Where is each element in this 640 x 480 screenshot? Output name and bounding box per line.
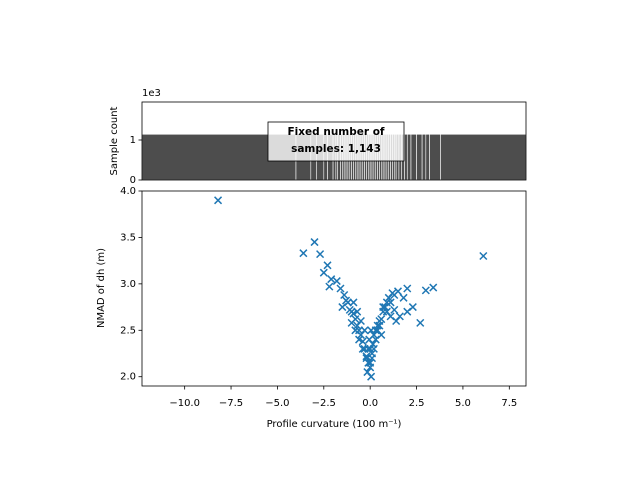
marker <box>214 196 223 205</box>
marker <box>355 335 364 344</box>
bar <box>416 133 423 181</box>
marker <box>416 318 425 327</box>
marker <box>388 289 397 298</box>
marker <box>479 251 488 261</box>
x-tick-label: 0.0 <box>362 398 378 409</box>
marker <box>325 282 334 291</box>
marker <box>367 326 376 335</box>
marker <box>356 316 365 326</box>
annotation: Fixed number of <box>288 126 385 138</box>
y-axis-label: NMAD of dh (m) <box>96 248 107 328</box>
y-tick-label: 2.5 <box>120 325 136 336</box>
x-tick-label: 2.5 <box>409 398 425 409</box>
x-tick-label: −2.5 <box>312 398 336 409</box>
marker <box>377 330 386 339</box>
bar <box>406 133 412 181</box>
marker <box>366 344 375 353</box>
marker <box>421 286 430 295</box>
marker <box>319 268 328 277</box>
marker <box>390 305 399 314</box>
marker <box>323 261 332 270</box>
bar <box>410 133 417 181</box>
marker <box>358 344 367 353</box>
marker <box>367 349 377 358</box>
marker <box>351 326 360 335</box>
marker <box>353 307 362 316</box>
bar <box>421 133 427 181</box>
x-tick-label: 7.5 <box>501 398 517 409</box>
marker <box>342 296 351 305</box>
marker <box>365 335 374 344</box>
marker <box>392 316 401 326</box>
x-tick-label: 5.0 <box>455 398 471 409</box>
marker <box>366 358 375 367</box>
annotation: samples: 1,143 <box>291 143 381 155</box>
marker <box>332 277 341 286</box>
marker <box>375 316 384 326</box>
marker <box>429 283 438 292</box>
y-tick-label: 3.5 <box>120 232 136 243</box>
marker <box>363 368 372 377</box>
y-tick-label: 0 <box>130 175 136 186</box>
marker <box>349 298 358 307</box>
x-tick-label: −7.5 <box>219 398 243 409</box>
marker <box>360 326 369 335</box>
x-axis-label: Profile curvature (100 m⁻¹) <box>267 419 402 430</box>
marker <box>310 238 319 247</box>
y-axis-label: Sample count <box>109 106 120 175</box>
x-tick-label: −10.0 <box>169 398 200 409</box>
annotation-box <box>267 121 405 162</box>
marker <box>386 298 395 307</box>
marker <box>403 284 412 293</box>
marker <box>336 284 345 293</box>
marker <box>340 290 349 300</box>
marker <box>299 249 308 258</box>
axes-frame <box>141 101 527 181</box>
axes-frame <box>141 190 527 387</box>
bar <box>404 133 408 181</box>
x-tick-label: −5.0 <box>265 398 289 409</box>
y-tick-label: 1 <box>130 135 136 146</box>
marker <box>403 307 412 316</box>
marker <box>373 321 382 330</box>
y-tick-label: 3.0 <box>120 279 136 290</box>
bar <box>425 133 430 181</box>
bar <box>440 133 527 181</box>
marker <box>316 250 325 259</box>
bar <box>429 133 441 181</box>
marker <box>399 293 408 302</box>
marker <box>327 275 336 284</box>
marker <box>362 352 371 361</box>
marker <box>347 318 356 327</box>
offset-label: 1e3 <box>142 88 161 99</box>
y-tick-label: 4.0 <box>120 186 136 197</box>
y-tick-label: 2.0 <box>120 372 136 383</box>
